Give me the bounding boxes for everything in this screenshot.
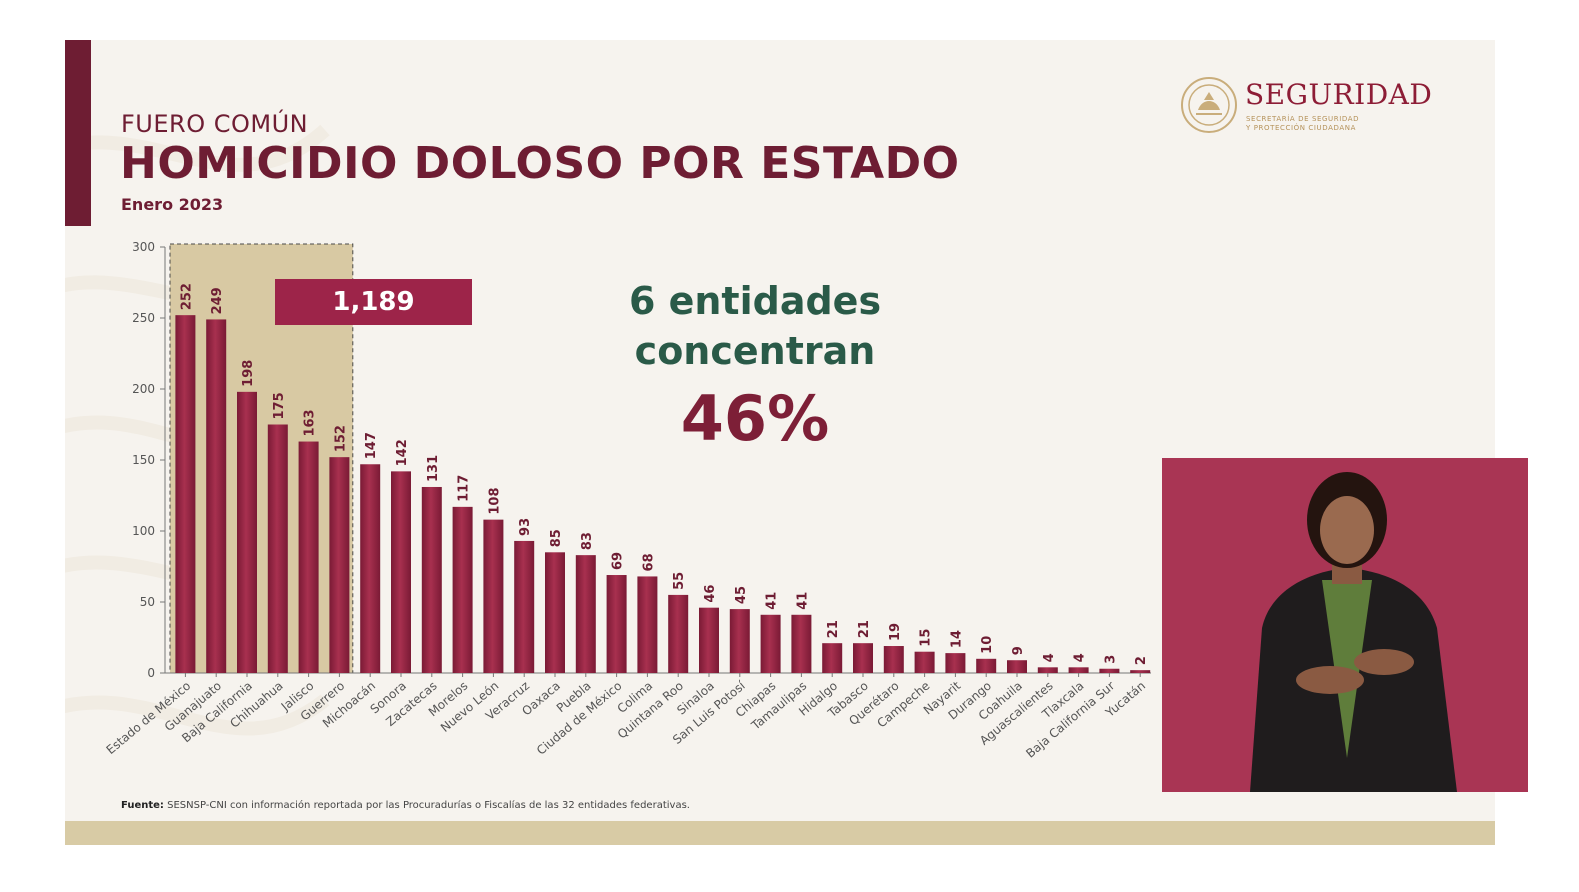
data-label: 3 <box>1103 655 1118 664</box>
bar <box>822 643 843 673</box>
data-label: 198 <box>241 360 256 387</box>
bar <box>175 315 196 673</box>
bar <box>791 614 812 673</box>
seguridad-logo: SEGURIDAD SECRETARÍA DE SEGURIDAD Y PROT… <box>1180 76 1480 138</box>
bar <box>668 594 689 673</box>
concentration-callout: 6 entidades concentran 46% <box>625 276 885 458</box>
bar <box>329 457 350 673</box>
data-label: 252 <box>179 283 194 310</box>
bar <box>237 391 257 673</box>
bar <box>883 646 904 673</box>
data-label: 147 <box>364 432 379 459</box>
data-label: 9 <box>1011 646 1026 655</box>
sign-language-interpreter-video <box>1162 458 1528 792</box>
bar <box>267 424 288 673</box>
logo-subtitle-line1: SECRETARÍA DE SEGURIDAD <box>1246 115 1360 123</box>
data-label: 175 <box>272 392 287 419</box>
bar <box>1099 668 1120 673</box>
data-label: 85 <box>549 529 564 547</box>
callout-line1: 6 entidades <box>628 279 882 323</box>
period-label: Enero 2023 <box>121 195 224 214</box>
data-label: 19 <box>888 623 903 641</box>
bar <box>1130 670 1151 673</box>
source-label: Fuente: <box>121 800 164 811</box>
y-tick-label: 250 <box>132 311 155 325</box>
data-label: 14 <box>949 630 964 648</box>
source-text: SESNSP-CNI con información reportada por… <box>167 800 690 811</box>
data-label: 4 <box>1073 653 1088 662</box>
data-label: 41 <box>795 592 810 610</box>
data-label: 46 <box>703 585 718 603</box>
page-supertitle: FUERO COMÚN <box>121 110 309 138</box>
logo-wordmark: SEGURIDAD <box>1245 78 1433 111</box>
bar <box>945 653 966 673</box>
logo-subtitle-line2: Y PROTECCIÓN CIUDADANA <box>1246 124 1357 132</box>
bar <box>575 555 596 673</box>
bar <box>421 486 442 673</box>
data-label: 68 <box>641 553 656 571</box>
data-label: 152 <box>333 425 348 452</box>
data-label: 2 <box>1134 656 1149 665</box>
data-label: 4 <box>1042 653 1057 662</box>
y-tick-label: 0 <box>147 666 155 680</box>
data-label: 117 <box>457 475 472 502</box>
y-tick-label: 100 <box>132 524 155 538</box>
national-seal-icon <box>1181 77 1237 133</box>
data-label: 142 <box>395 439 410 466</box>
bar <box>637 576 658 673</box>
data-label: 108 <box>487 487 502 514</box>
bar <box>699 607 719 673</box>
bar <box>514 540 535 673</box>
data-label: 10 <box>980 636 995 654</box>
bar <box>976 658 997 673</box>
bar <box>1007 660 1027 673</box>
y-tick-label: 150 <box>132 453 155 467</box>
bar <box>545 552 565 673</box>
bar <box>391 471 411 673</box>
y-tick-label: 200 <box>132 382 155 396</box>
bar <box>729 609 750 673</box>
data-label: 93 <box>518 518 533 536</box>
footer-band <box>65 821 1495 845</box>
callout-line2: concentran <box>634 329 876 373</box>
bar <box>1037 667 1058 673</box>
bar <box>1068 667 1089 673</box>
data-label: 69 <box>611 552 626 570</box>
bar <box>483 519 504 673</box>
y-tick-label: 50 <box>140 595 155 609</box>
page-title: HOMICIDIO DOLOSO POR ESTADO <box>120 138 960 189</box>
data-label: 55 <box>672 572 687 590</box>
data-label: 21 <box>826 620 841 638</box>
bar <box>914 651 935 673</box>
data-label: 131 <box>426 455 441 482</box>
y-tick-label: 300 <box>132 240 155 254</box>
callout-percent: 46% <box>680 382 830 455</box>
data-label: 45 <box>734 586 749 604</box>
source-note: Fuente: SESNSP-CNI con información repor… <box>121 800 690 811</box>
bar <box>360 464 381 673</box>
data-label: 83 <box>580 532 595 550</box>
bar <box>760 614 781 673</box>
data-label: 249 <box>210 287 225 314</box>
data-label: 41 <box>765 592 780 610</box>
highlight-total-badge: 1,189 <box>275 279 472 325</box>
slide: FUERO COMÚN HOMICIDIO DOLOSO POR ESTADO … <box>65 40 1495 845</box>
interpreter-figure-icon <box>1162 458 1528 792</box>
bar <box>206 319 227 673</box>
accent-bar <box>65 40 91 226</box>
data-label: 21 <box>857 620 872 638</box>
data-label: 163 <box>303 409 318 436</box>
bar <box>606 575 627 673</box>
data-label: 15 <box>919 629 934 647</box>
bar <box>452 506 473 673</box>
bar <box>298 441 319 673</box>
bar <box>853 643 873 673</box>
